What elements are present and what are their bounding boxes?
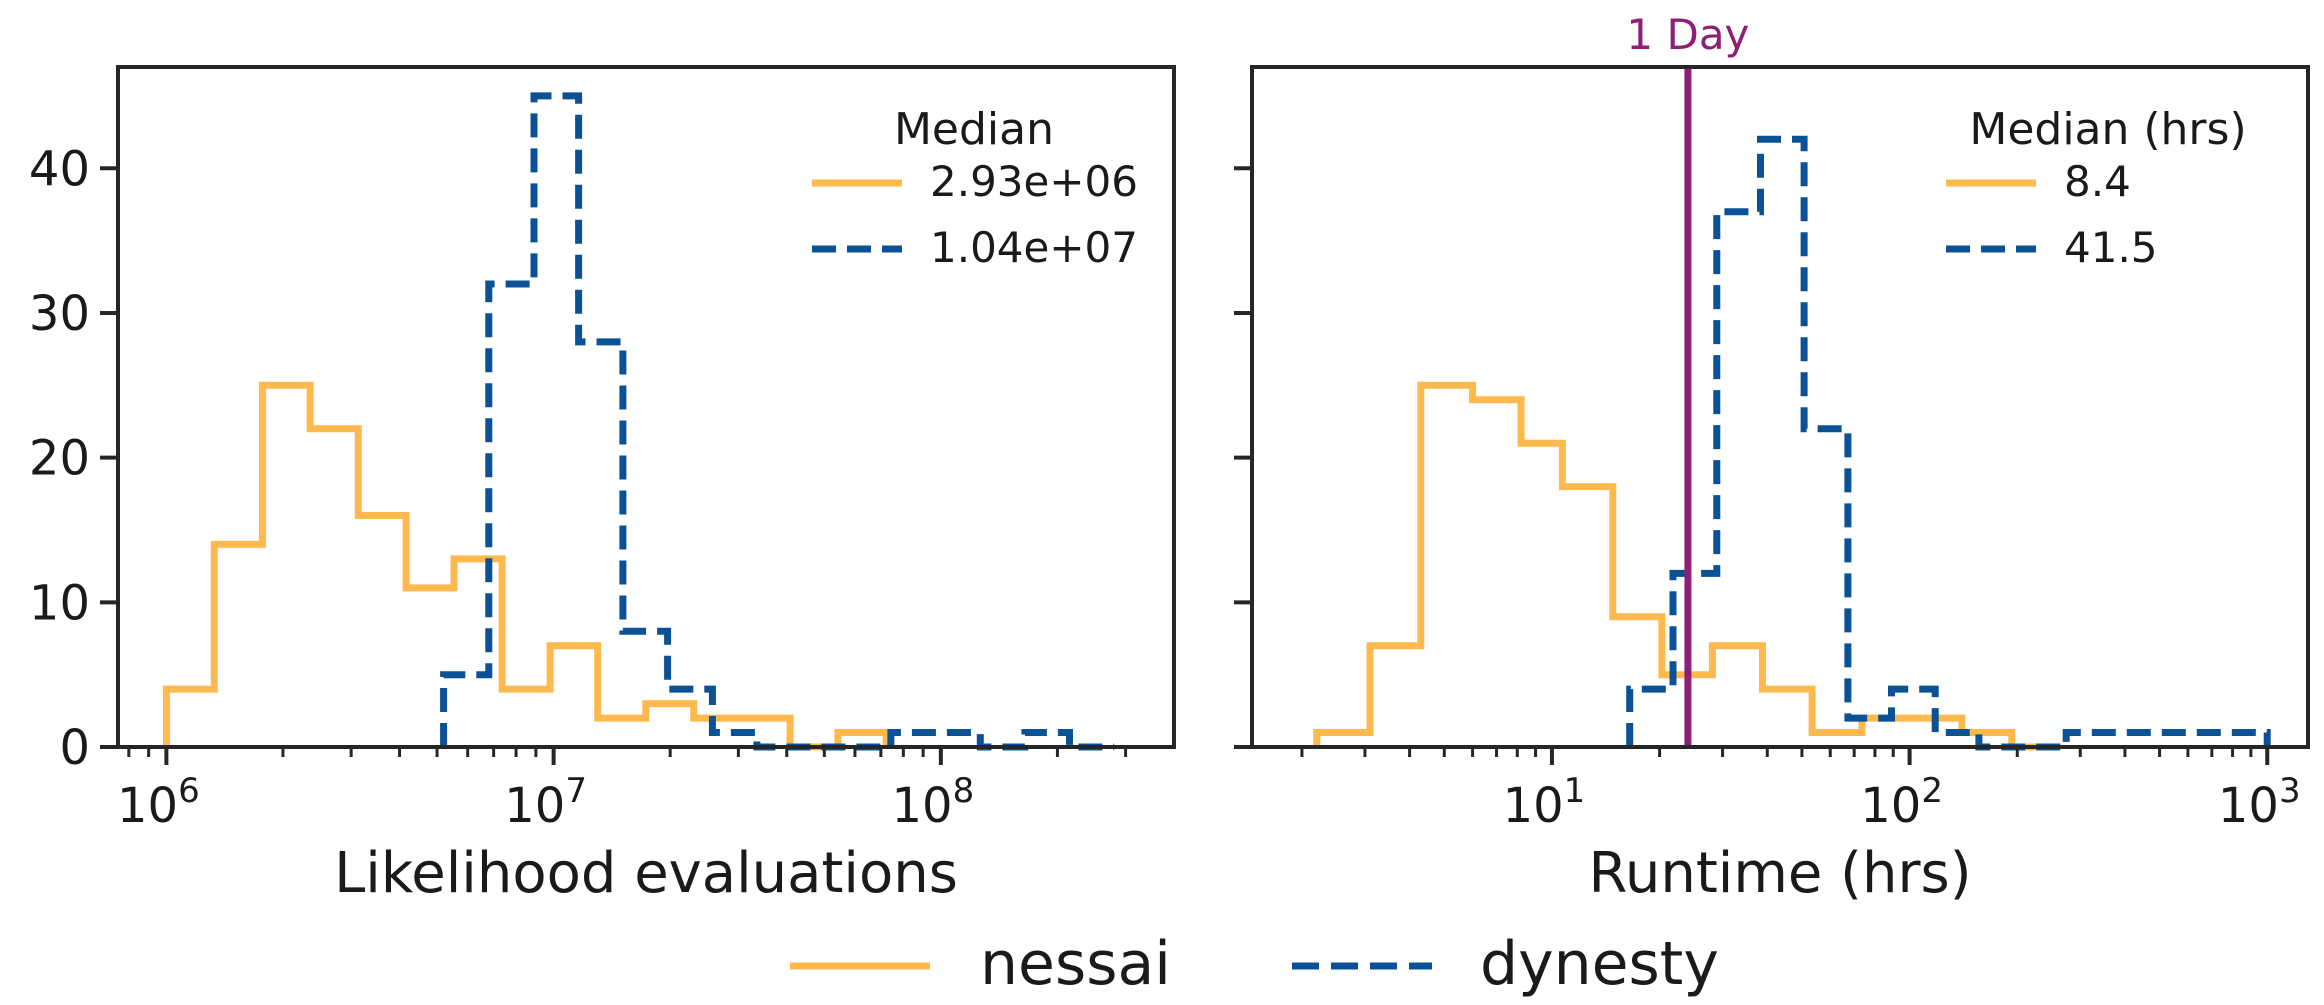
x-axis-title: Likelihood evaluations [334, 841, 958, 906]
axes-frame [116, 65, 1176, 749]
figure-legend: nessai dynesty [790, 929, 1719, 999]
median-legend: Median (hrs)8.4 41.5 [1946, 104, 2247, 272]
legend-title: Median (hrs) [1969, 104, 2246, 155]
right-histogram-panel: 1 Day 101 102 103 Runtime (hrs) Median (hrs)8… [1234, 10, 2310, 906]
y-tick-label: 10 [29, 575, 90, 631]
x-tick-label: 102 [1860, 771, 1943, 834]
y-tick-label: 30 [29, 286, 90, 342]
y-tick-label: 0 [59, 720, 90, 776]
y-tick-label: 40 [29, 141, 90, 197]
legend-entry-dynesty: 1.04e+07 [930, 223, 1138, 272]
series-dynesty-histogram [1626, 135, 2271, 751]
figure-legend-label-dynesty: dynesty [1480, 929, 1719, 999]
series-nessai-histogram [162, 381, 890, 751]
x-tick-label: 103 [2218, 771, 2301, 834]
legend-entry-dynesty: 41.5 [2064, 223, 2158, 272]
one-day-label: 1 Day [1626, 10, 1749, 59]
legend-title: Median [894, 104, 1054, 155]
left-histogram-panel: 0 10 20 30 40 106 107 108 Likelihood evaluations… [29, 65, 1176, 906]
axes-frame [1250, 65, 2310, 749]
legend-entry-nessai: 8.4 [2064, 157, 2131, 206]
x-tick-label: 106 [117, 771, 200, 834]
x-tick-label: 101 [1503, 771, 1586, 834]
legend-entry-nessai: 2.93e+06 [930, 157, 1138, 206]
series-nessai-histogram [1313, 381, 2052, 751]
x-tick-label: 107 [504, 771, 587, 834]
x-tick-label: 108 [891, 771, 974, 834]
x-axis-title: Runtime (hrs) [1588, 841, 1971, 906]
figure-legend-label-nessai: nessai [980, 929, 1171, 999]
y-tick-label: 20 [29, 431, 90, 487]
